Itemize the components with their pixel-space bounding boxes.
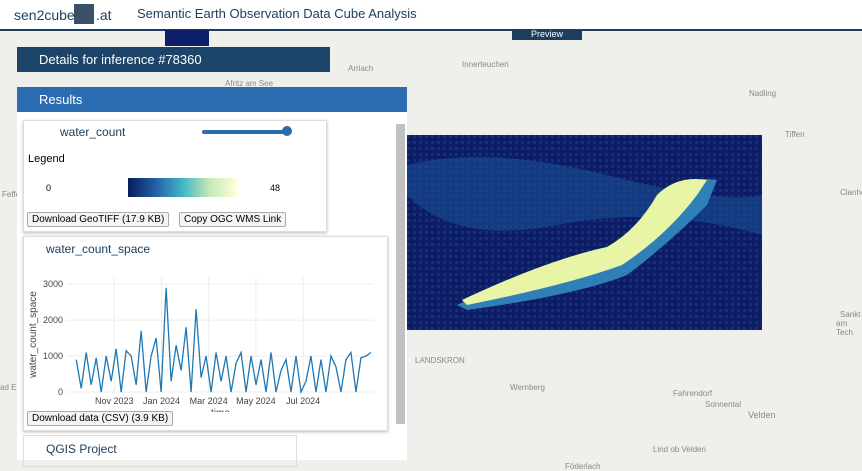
details-header[interactable]: Details for inference #78360: [17, 47, 330, 72]
x-tick-label: Nov 2023: [95, 396, 134, 406]
plot-card: water_count_space 0 1000 2000 3000 Nov 2023 J…: [23, 236, 388, 431]
map-label: am Tech: [836, 319, 853, 337]
raster-sliver: [165, 30, 209, 46]
layer-card: water_count Legend 0 48 Download GeoTIFF…: [23, 120, 327, 232]
map-label: Arriach: [348, 64, 374, 73]
results-header[interactable]: Results: [17, 87, 407, 112]
map-label: Velden: [748, 410, 776, 420]
legend-max: 48: [270, 183, 281, 193]
x-axis-label: time: [211, 408, 230, 412]
qgis-card: QGIS Project: [23, 435, 297, 467]
header: sen2cube .at Semantic Earth Observation …: [0, 0, 862, 31]
map-label: Wernberg: [510, 383, 545, 392]
brand: sen2cube: [14, 7, 75, 23]
map-label: Sankt: [840, 310, 861, 319]
map-label: LANDSKRON: [415, 356, 465, 365]
x-tick-label: Mar 2024: [190, 396, 228, 406]
raster-overlay: [407, 135, 762, 330]
map-label: Nadling: [749, 89, 777, 98]
data-line: [75, 287, 372, 395]
map-label: Sonnental: [705, 400, 742, 409]
map-label: Fahrendorf: [673, 389, 713, 398]
legend-min: 0: [46, 183, 52, 193]
chart: 0 1000 2000 3000 Nov 2023 Jan 2024 Mar 2024 May…: [28, 277, 374, 412]
results-body: water_count Legend 0 48 Download GeoTIFF…: [17, 112, 407, 467]
map-label: Föderlach: [565, 462, 601, 471]
y-tick-label: 3000: [43, 279, 63, 289]
app-title: Semantic Earth Observation Data Cube Ana…: [137, 6, 417, 21]
map-label: Afritz am See: [225, 79, 274, 88]
copy-wms[interactable]: Copy OGC WMS Link: [179, 212, 287, 227]
download-csv[interactable]: Download data (CSV) (3.9 KB): [27, 411, 174, 426]
y-tick-label: 2000: [43, 315, 63, 325]
legend-title: Legend: [28, 153, 65, 165]
y-tick-label: 0: [58, 387, 63, 397]
opacity-slider[interactable]: [202, 130, 288, 134]
download-geotiff[interactable]: Download GeoTIFF (17.9 KB): [27, 212, 170, 227]
map-label: Tiffen: [785, 130, 805, 139]
x-tick-label: Jul 2024: [286, 396, 320, 406]
brand-suffix: .at: [96, 7, 112, 23]
y-axis-label: water_count_space: [28, 291, 39, 379]
map-label: ad Ei: [0, 383, 19, 392]
logo-cube: [74, 4, 94, 24]
map-label: Lind ob Velden: [653, 445, 706, 454]
map-label: Feffe: [2, 190, 21, 199]
plot-name: water_count_space: [46, 242, 151, 256]
colorbar: [128, 178, 237, 197]
y-tick-label: 1000: [43, 351, 63, 361]
scrollbar[interactable]: [396, 124, 405, 424]
slider-knob[interactable]: [282, 126, 292, 136]
qgis-title[interactable]: QGIS Project: [46, 442, 117, 456]
x-tick-label: May 2024: [236, 396, 276, 406]
layer-name: water_count: [60, 125, 126, 139]
map-label: Clanhe: [840, 188, 862, 197]
map-label: Innerteuchen: [462, 60, 509, 69]
x-tick-label: Jan 2024: [143, 396, 180, 406]
preview-tab[interactable]: Preview: [512, 29, 582, 40]
